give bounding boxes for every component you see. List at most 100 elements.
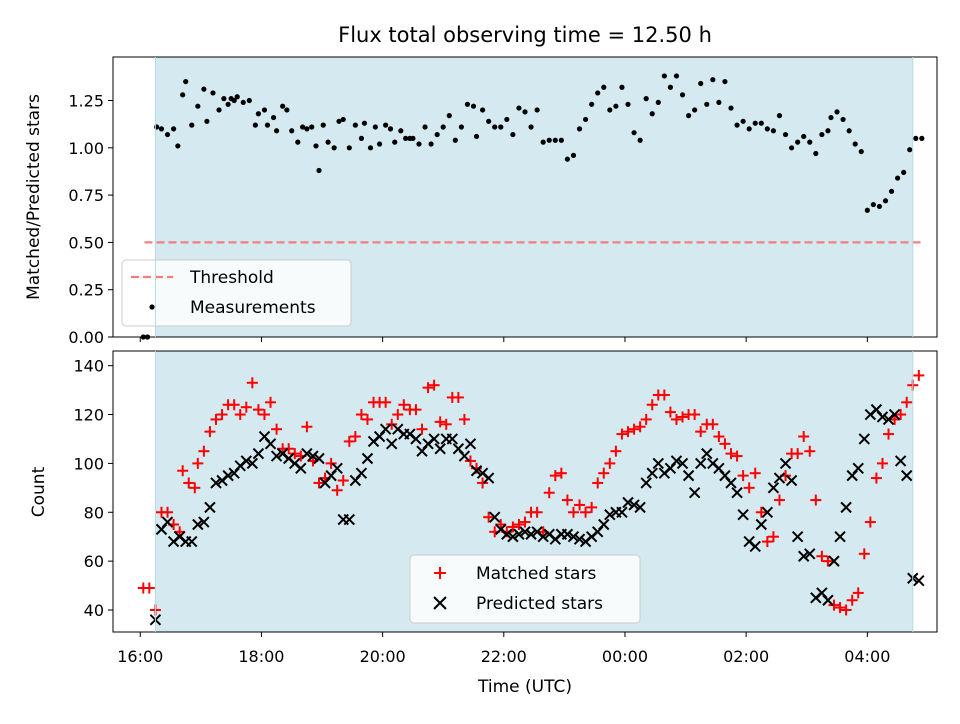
measurement-point xyxy=(734,122,740,128)
measurement-point xyxy=(295,139,301,145)
legend-threshold-label: Threshold xyxy=(189,268,274,288)
measurement-point xyxy=(692,107,698,113)
matched-star-point xyxy=(574,499,586,511)
measurement-point xyxy=(919,135,925,141)
measurement-point xyxy=(361,120,368,126)
measurement-point xyxy=(558,137,564,143)
matched-star-point xyxy=(392,409,404,421)
ratio-x-ticks xyxy=(139,337,868,342)
matched-star-point xyxy=(216,409,228,421)
predicted-star-point xyxy=(513,528,525,540)
measurement-point xyxy=(764,126,770,132)
measurement-point xyxy=(655,99,661,106)
matched-star-point xyxy=(543,487,555,499)
matched-star-point xyxy=(198,445,210,457)
matched-star-point xyxy=(177,465,189,477)
matched-star-point xyxy=(289,448,301,460)
matched-star-point xyxy=(337,475,349,487)
predicted-star-point xyxy=(828,555,840,567)
predicted-star-point xyxy=(313,452,325,465)
count-legend: Matched stars Predicted stars xyxy=(409,554,641,624)
measurement-point xyxy=(372,124,378,130)
predicted-star-point xyxy=(694,457,707,470)
measurement-point xyxy=(828,114,834,121)
measurement-point xyxy=(795,139,801,145)
measurement-point xyxy=(231,97,237,104)
measurement-point xyxy=(416,141,422,147)
count-y-tick-label: 80 xyxy=(84,503,104,522)
count-panel: 40 60 80 100 120 140 16:00 18:00 20:00 22:00 00:0… xyxy=(29,350,938,697)
matched-star-point xyxy=(598,467,610,479)
matched-star-point xyxy=(731,450,743,462)
measurement-point xyxy=(673,73,680,79)
matched-star-point xyxy=(507,521,519,533)
matched-star-point xyxy=(361,413,373,425)
predicted-star-point xyxy=(761,506,774,518)
ratio-panel: 0.00 0.25 0.50 0.75 1.00 1.25 Matched/Predict… xyxy=(24,56,938,347)
predicted-star-point xyxy=(858,433,871,445)
predicted-star-point xyxy=(488,511,501,523)
predicted-star-point xyxy=(646,467,658,479)
measurement-point xyxy=(486,118,492,124)
predicted-star-point xyxy=(725,477,737,489)
measurement-point xyxy=(589,101,595,107)
measurement-point xyxy=(358,135,365,141)
matched-star-point xyxy=(349,431,361,443)
count-x-ticks: 16:00 18:00 20:00 22:00 00:00 02:00 04:00 xyxy=(117,632,890,666)
predicted-star-point xyxy=(688,487,701,499)
ratio-y-tick-label: 1.00 xyxy=(68,139,104,158)
measurement-point xyxy=(698,80,704,87)
measurement-point xyxy=(819,131,825,138)
predicted-star-point xyxy=(270,450,283,462)
measurement-point xyxy=(907,147,913,153)
measurement-point xyxy=(252,122,258,128)
measurement-point xyxy=(340,116,346,123)
measurement-point xyxy=(510,131,516,138)
matched-star-point xyxy=(677,411,689,423)
measurement-point xyxy=(813,150,819,157)
predicted-star-point xyxy=(670,455,683,467)
ratio-y-tick-label: 0.75 xyxy=(68,186,104,205)
measurement-point xyxy=(367,145,374,151)
measurement-point xyxy=(270,114,277,121)
measurement-point xyxy=(383,122,389,128)
matched-star-point xyxy=(301,421,313,433)
matched-star-point xyxy=(870,472,882,484)
measurement-point xyxy=(452,137,458,143)
matched-star-point xyxy=(901,396,913,408)
predicted-star-point xyxy=(410,433,422,445)
measurement-point xyxy=(284,107,290,113)
predicted-star-point xyxy=(791,530,804,543)
matched-star-point xyxy=(398,399,410,411)
matched-star-point xyxy=(422,382,434,394)
predicted-star-point xyxy=(186,535,198,548)
measurement-point xyxy=(158,126,165,132)
matched-star-point xyxy=(840,604,852,616)
count-x-tick-label: 20:00 xyxy=(360,647,406,666)
matched-star-point xyxy=(761,536,773,548)
measurement-point xyxy=(280,103,286,109)
measurement-point xyxy=(422,124,428,130)
measurement-point xyxy=(643,96,649,102)
measurement-point xyxy=(888,188,895,194)
measurement-point xyxy=(895,175,901,181)
measurement-point xyxy=(189,122,195,128)
ratio-legend: Threshold Measurements xyxy=(121,259,352,327)
matched-star-point xyxy=(634,421,646,433)
predicted-star-point xyxy=(458,450,471,462)
ratio-y-tick-label: 1.25 xyxy=(68,92,104,111)
measurement-point xyxy=(870,201,876,208)
measurement-point xyxy=(175,143,181,149)
measurement-point xyxy=(304,126,310,132)
matched-star-point xyxy=(883,428,895,440)
matched-star-point xyxy=(580,506,592,518)
measurement-point xyxy=(309,124,315,130)
measurement-point xyxy=(336,118,342,124)
predicted-star-point xyxy=(519,526,531,538)
measurement-point xyxy=(882,198,889,204)
measurement-point xyxy=(667,84,674,90)
measurement-point xyxy=(376,141,383,147)
predicted-star-point xyxy=(301,447,313,460)
matched-star-point xyxy=(852,587,864,599)
measurement-point xyxy=(273,128,280,134)
